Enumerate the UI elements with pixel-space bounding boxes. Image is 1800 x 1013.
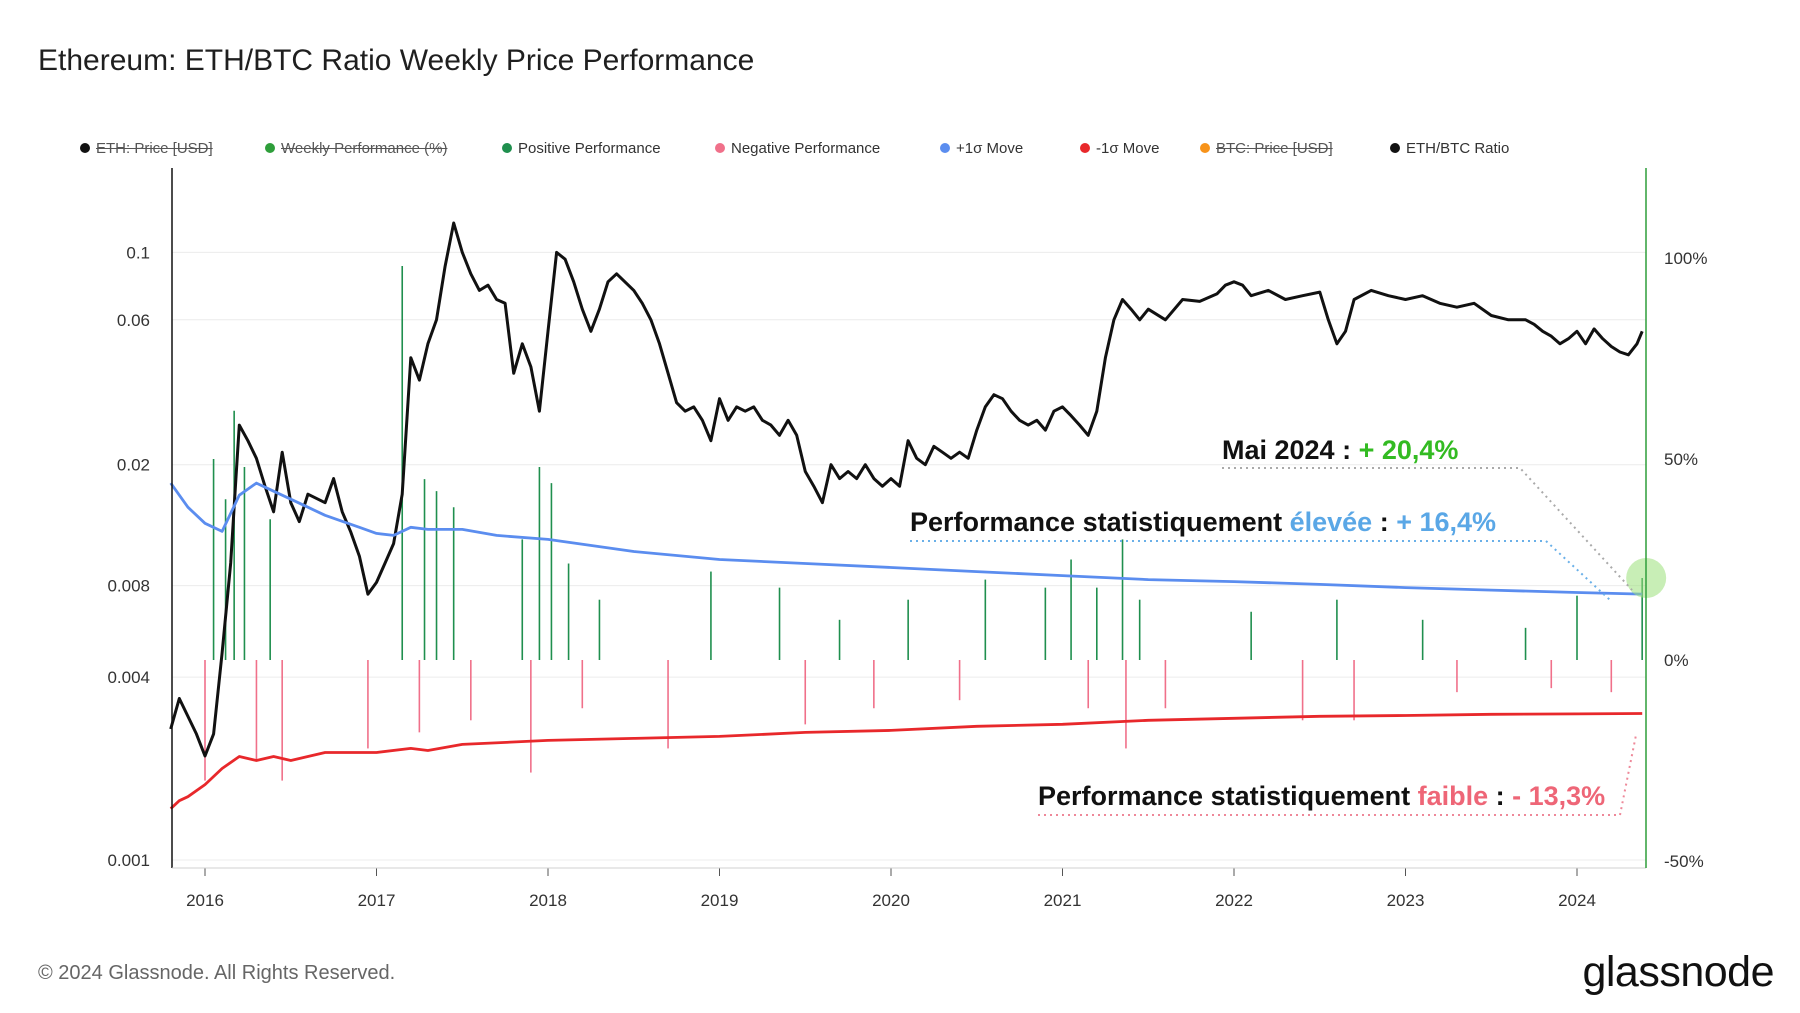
legend-item-eth-btc-ratio[interactable]: ETH/BTC Ratio: [1390, 140, 1509, 157]
x-tick-label: 2022: [1215, 891, 1253, 910]
legend-item-weekly-performance[interactable]: Weekly Performance (%): [265, 140, 447, 157]
legend-item-btc-price-usd[interactable]: BTC: Price [USD]: [1200, 140, 1333, 157]
leader-high: [910, 540, 1611, 601]
legend-dot-icon: [265, 143, 275, 154]
leader-low: [1038, 734, 1637, 816]
x-tick-label: 2017: [358, 891, 396, 910]
annotation-low-emph: faible: [1417, 781, 1489, 811]
series-lines: [169, 221, 1667, 810]
annotation-low-value: - 13,3%: [1512, 781, 1606, 811]
annotation-high-label: Performance statistiquement: [910, 507, 1290, 537]
series-1-move: [169, 712, 1643, 810]
performance-bars: [204, 266, 1643, 781]
copyright: © 2024 Glassnode. All Rights Reserved.: [38, 962, 396, 984]
annotation-low-label: Performance statistiquement: [1038, 781, 1418, 811]
legend-item-1-move[interactable]: -1σ Move: [1080, 140, 1159, 157]
annotation-high-value: + 16,4%: [1396, 507, 1497, 537]
y-left-tick-label: 0.1: [126, 243, 150, 262]
legend-dot-icon: [1080, 143, 1090, 154]
legend-label: BTC: Price [USD]: [1216, 140, 1333, 157]
series-eth-btc-ratio: [169, 221, 1644, 758]
x-tick-label: 2019: [701, 891, 739, 910]
annotation-leaders: [910, 467, 1637, 816]
annotation-may: Mai 2024 : + 20,4%: [1222, 435, 1458, 466]
legend-item-negative-performance[interactable]: Negative Performance: [715, 140, 880, 157]
legend-label: ETH: Price [USD]: [96, 140, 213, 157]
x-tick-label: 2016: [186, 891, 224, 910]
axes: 0.1 0.06 0.02 0.008 0.004 0.001 100% 50% 0% -50% 2…: [107, 168, 1707, 910]
legend-label: Negative Performance: [731, 140, 881, 157]
leader-may: [1222, 467, 1633, 591]
legend-dot-icon: [940, 143, 950, 154]
legend-label: -1σ Move: [1096, 140, 1160, 157]
annotation-high: Performance statistiquement élevée : + 1…: [910, 507, 1496, 538]
series-1-move: [169, 481, 1643, 596]
y-right-tick-label: 0%: [1664, 651, 1689, 670]
y-left-tick-label: 0.001: [107, 851, 150, 870]
legend-item-1-move[interactable]: +1σ Move: [940, 140, 1023, 157]
annotation-may-label: Mai 2024 :: [1222, 435, 1359, 465]
legend-item-positive-performance[interactable]: Positive Performance: [502, 140, 661, 157]
legend-label: Weekly Performance (%): [281, 140, 448, 157]
annotation-low-sep: :: [1488, 781, 1513, 811]
x-tick-label: 2024: [1558, 891, 1596, 910]
x-tick-label: 2023: [1387, 891, 1425, 910]
annotation-high-emph: élevée: [1289, 507, 1373, 537]
y-left-tick-label: 0.02: [117, 456, 150, 475]
legend-dot-icon: [1390, 143, 1400, 154]
y-left-tick-label: 0.004: [107, 668, 150, 687]
y-right-tick-label: 100%: [1664, 249, 1707, 268]
glassnode-logo: glassnode: [1582, 948, 1774, 996]
y-left-tick-label: 0.008: [107, 577, 150, 596]
x-tick-label: 2021: [1044, 891, 1082, 910]
legend-label: Positive Performance: [518, 140, 661, 157]
legend-label: ETH/BTC Ratio: [1406, 140, 1510, 157]
legend-label: +1σ Move: [956, 140, 1024, 157]
annotation-may-value: + 20,4%: [1358, 435, 1459, 465]
legend-dot-icon: [715, 143, 725, 154]
legend-dot-icon: [80, 143, 90, 154]
grid: [172, 251, 1646, 861]
legend: ETH: Price [USD] Weekly Performance (%) Po…: [80, 140, 1580, 160]
annotation-low: Performance statistiquement faible : - 1…: [1038, 781, 1605, 812]
x-tick-label: 2018: [529, 891, 567, 910]
legend-item-eth-price-usd[interactable]: ETH: Price [USD]: [80, 140, 213, 157]
y-left-tick-label: 0.06: [117, 311, 150, 330]
chart-title: Ethereum: ETH/BTC Ratio Weekly Price Per…: [38, 44, 755, 77]
legend-dot-icon: [1200, 143, 1210, 154]
y-right-tick-label: -50%: [1664, 852, 1704, 871]
x-tick-label: 2020: [872, 891, 910, 910]
legend-dot-icon: [502, 143, 512, 154]
y-right-tick-label: 50%: [1664, 450, 1698, 469]
annotation-high-sep: :: [1372, 507, 1397, 537]
